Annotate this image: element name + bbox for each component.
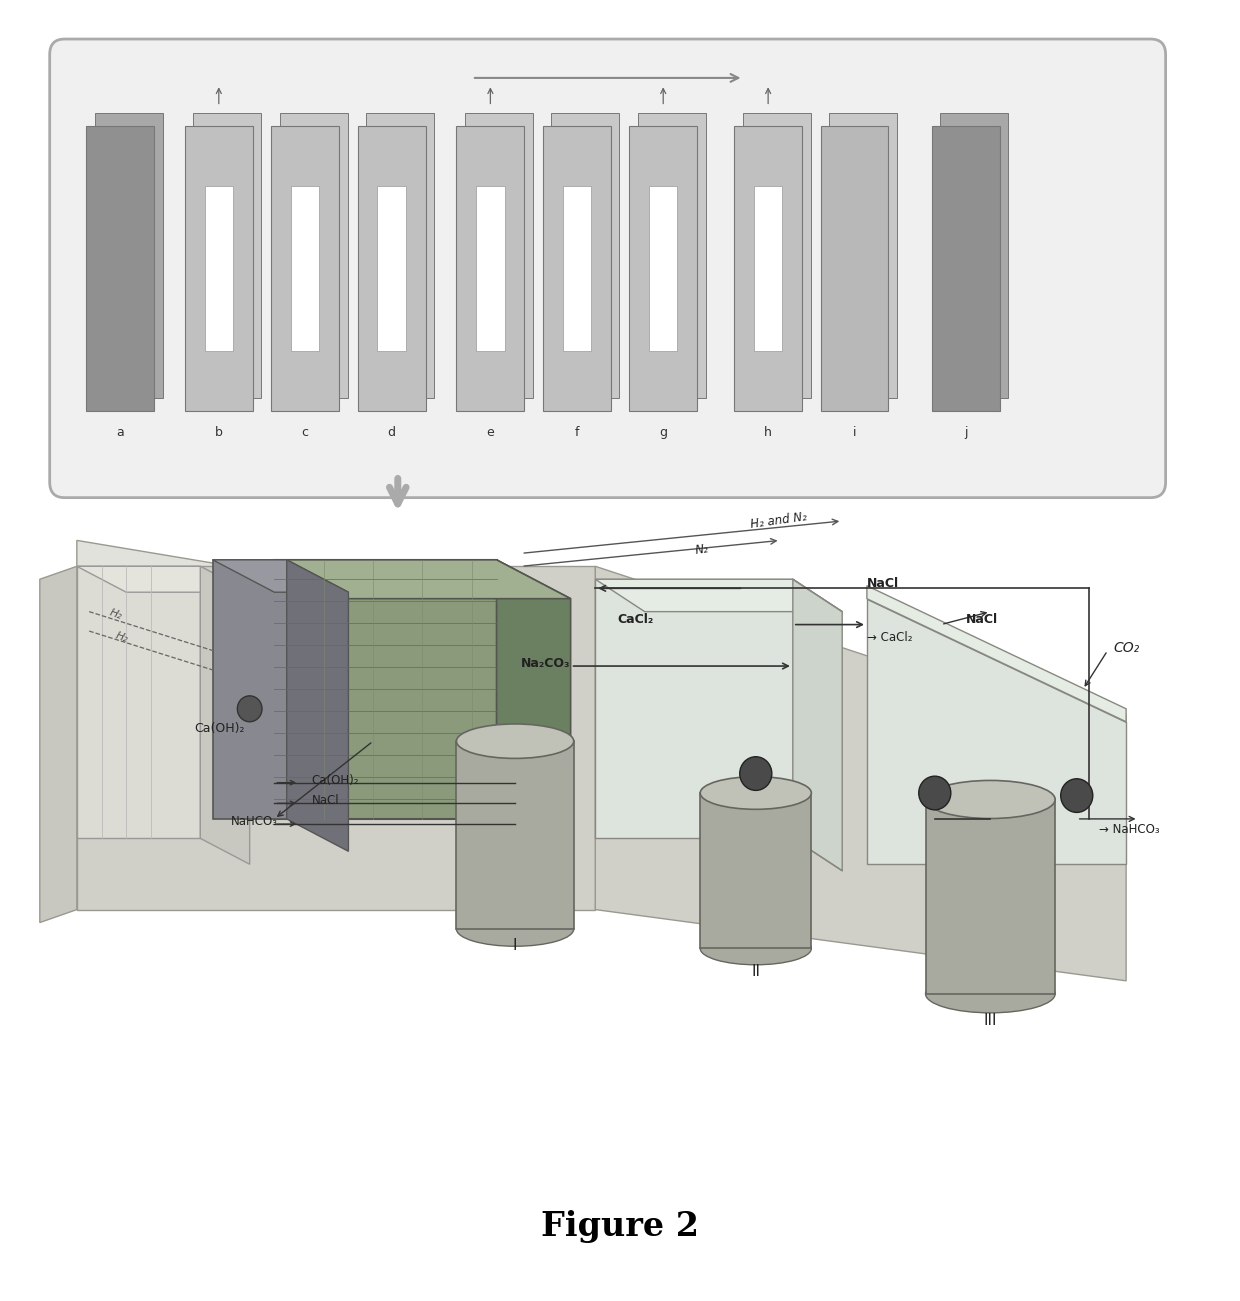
Bar (86, 126, 154, 411)
Polygon shape (77, 566, 201, 838)
Bar (830, 113, 897, 398)
Bar (456, 742, 574, 929)
Bar (701, 794, 811, 948)
Circle shape (919, 777, 951, 809)
Bar (272, 126, 340, 411)
Bar (366, 113, 434, 398)
Text: II: II (751, 964, 760, 978)
Text: → NaHCO₃: → NaHCO₃ (1099, 822, 1159, 835)
Bar (185, 126, 253, 411)
Text: NaCl: NaCl (311, 795, 339, 808)
Text: c: c (301, 427, 309, 440)
Bar (205, 186, 233, 351)
Text: → CaCl₂: → CaCl₂ (867, 631, 913, 644)
Polygon shape (77, 566, 249, 592)
Text: g: g (660, 427, 667, 440)
Text: I: I (513, 938, 517, 954)
Bar (940, 113, 1008, 398)
Text: Figure 2: Figure 2 (541, 1210, 699, 1244)
Text: h: h (764, 427, 773, 440)
Text: NaHCO₃: NaHCO₃ (231, 814, 278, 827)
Text: Na₂CO₃: Na₂CO₃ (521, 657, 570, 670)
Bar (476, 186, 505, 351)
Polygon shape (40, 566, 77, 922)
Text: f: f (574, 427, 579, 440)
Text: a: a (117, 427, 124, 440)
Ellipse shape (456, 912, 574, 946)
Bar (552, 113, 620, 398)
Text: j: j (963, 427, 967, 440)
Polygon shape (77, 540, 1126, 742)
Bar (637, 113, 706, 398)
Bar (754, 186, 782, 351)
Polygon shape (496, 559, 570, 857)
FancyBboxPatch shape (50, 39, 1166, 498)
Bar (280, 113, 347, 398)
Text: NaCl: NaCl (867, 576, 899, 589)
Polygon shape (867, 585, 1126, 722)
Bar (563, 186, 591, 351)
Polygon shape (212, 559, 286, 818)
Text: Ca(OH)₂: Ca(OH)₂ (311, 774, 358, 787)
Text: CO₂: CO₂ (1114, 641, 1140, 654)
Polygon shape (274, 559, 570, 598)
Ellipse shape (456, 723, 574, 758)
Circle shape (740, 757, 771, 791)
Text: III: III (983, 1013, 997, 1028)
Bar (193, 113, 262, 398)
Bar (734, 126, 802, 411)
Text: b: b (215, 427, 223, 440)
Text: Ca(OH)₂: Ca(OH)₂ (195, 722, 244, 735)
Bar (456, 126, 525, 411)
Text: NaCl: NaCl (966, 613, 998, 626)
Text: e: e (486, 427, 495, 440)
Bar (925, 800, 1055, 994)
Bar (465, 113, 533, 398)
Text: i: i (853, 427, 857, 440)
Bar (629, 126, 697, 411)
Polygon shape (274, 559, 496, 818)
Ellipse shape (925, 781, 1055, 818)
Polygon shape (212, 559, 348, 592)
Polygon shape (792, 579, 842, 870)
Circle shape (1060, 779, 1092, 812)
Ellipse shape (925, 974, 1055, 1013)
Text: H₂: H₂ (108, 608, 123, 621)
Polygon shape (595, 566, 1126, 981)
Bar (357, 126, 425, 411)
Bar (743, 113, 811, 398)
Ellipse shape (701, 932, 811, 965)
Polygon shape (867, 598, 1126, 864)
Bar (543, 126, 611, 411)
Text: CaCl₂: CaCl₂ (618, 613, 653, 626)
Text: d: d (388, 427, 396, 440)
Polygon shape (77, 566, 595, 909)
Polygon shape (595, 579, 842, 611)
Bar (377, 186, 405, 351)
Text: H₂: H₂ (114, 631, 129, 644)
Polygon shape (595, 579, 792, 838)
Text: N₂: N₂ (694, 543, 709, 557)
Bar (821, 126, 889, 411)
Text: H₂ and N₂: H₂ and N₂ (750, 510, 807, 531)
Bar (94, 113, 162, 398)
Ellipse shape (701, 777, 811, 809)
Bar (291, 186, 320, 351)
Polygon shape (286, 559, 348, 851)
Bar (931, 126, 999, 411)
Bar (649, 186, 677, 351)
Polygon shape (201, 566, 249, 864)
Circle shape (237, 696, 262, 722)
